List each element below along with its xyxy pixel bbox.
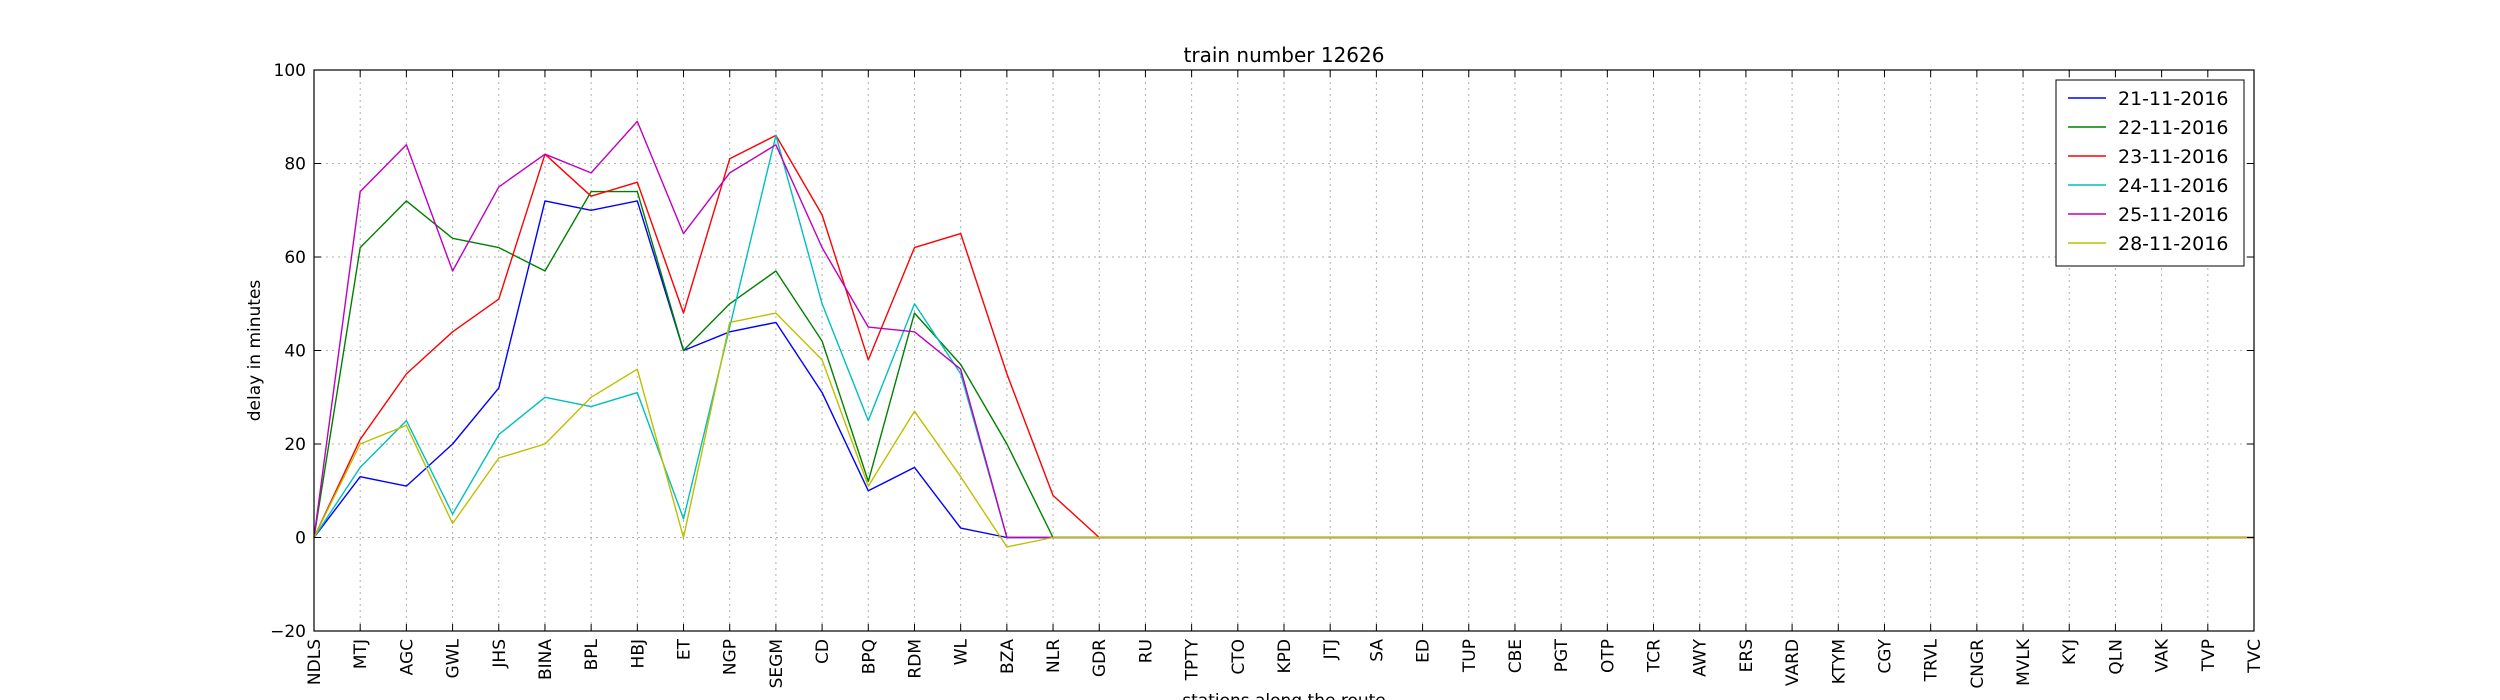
x-tick-label: TRVL — [1922, 638, 1942, 682]
x-tick-label: QLN — [2106, 639, 2126, 675]
x-tick-label: RU — [1136, 639, 1156, 663]
x-tick-label: TPTY — [1183, 638, 1203, 681]
x-tick-label: GWL — [444, 638, 464, 678]
x-tick-label: CBE — [1506, 639, 1526, 673]
x-tick-label: BPQ — [859, 639, 879, 674]
legend-label: 21-11-2016 — [2118, 88, 2228, 110]
x-tick-label: BPL — [582, 638, 602, 670]
x-tick-label: ED — [1414, 639, 1434, 663]
x-tick-label: TUP — [1460, 639, 1480, 673]
y-tick-label: 40 — [284, 342, 306, 362]
x-tick-label: OTP — [1598, 639, 1618, 673]
x-tick-label: TCR — [1645, 639, 1665, 673]
legend-box — [2055, 79, 2245, 267]
x-tick-label: CTO — [1229, 639, 1249, 675]
x-tick-label: GDR — [1090, 639, 1110, 677]
x-tick-label: ET — [675, 638, 695, 660]
x-tick-label: MTJ — [351, 639, 371, 669]
x-tick-label: KPD — [1275, 639, 1295, 674]
x-tick-label: PGT — [1552, 638, 1572, 672]
legend-label: 23-11-2016 — [2118, 146, 2228, 168]
x-tick-label: CGY — [1875, 638, 1895, 673]
x-axis-label: stations along the route — [1182, 691, 1386, 700]
legend: 21-11-2016 22-11-2016 23-11-2016 24-11-2016… — [2055, 79, 2245, 267]
x-tick-label: NGP — [721, 639, 741, 675]
chart-title: train number 12626 — [1184, 43, 1385, 67]
y-axis-label: delay in minutes — [245, 280, 265, 422]
series-line — [313, 312, 2254, 548]
x-tick-label: SA — [1367, 639, 1387, 662]
legend-label: 25-11-2016 — [2118, 204, 2228, 226]
y-tick-label: 0 — [295, 529, 306, 549]
x-tick-label: MVLK — [2014, 638, 2034, 686]
y-tick-label: 60 — [284, 248, 306, 268]
y-tick-label: 80 — [284, 155, 306, 175]
x-tick-label: WL — [952, 638, 972, 665]
x-tick-label: CD — [813, 639, 833, 664]
x-tick-label: VAK — [2153, 638, 2173, 672]
x-tick-label: TVP — [2199, 639, 2219, 672]
x-tick-label: KYJ — [2060, 639, 2080, 665]
x-tick-label: CNGR — [1968, 639, 1988, 689]
y-tick-label: 20 — [284, 435, 306, 455]
x-tick-label: KTYM — [1829, 639, 1849, 684]
x-tick-label: SEGM — [767, 639, 787, 688]
y-tick-label: −20 — [270, 622, 306, 642]
x-tick-label: RDM — [905, 639, 925, 679]
x-tick-label: VARD — [1783, 639, 1803, 686]
x-tick-label: BINA — [536, 639, 556, 680]
legend-label: 24-11-2016 — [2118, 175, 2228, 197]
x-tick-label: TVC — [2245, 639, 2265, 674]
legend-label: 28-11-2016 — [2118, 233, 2228, 255]
series-lines — [313, 120, 2254, 548]
x-tick-label: AWY — [1691, 638, 1711, 677]
legend-label: 22-11-2016 — [2118, 117, 2228, 139]
y-tick-label: 100 — [274, 61, 306, 81]
x-tick-label: AGC — [397, 639, 417, 675]
x-tick-label: HBJ — [628, 639, 648, 668]
x-tick-label: ERS — [1737, 639, 1757, 672]
x-tick-label: JHS — [490, 639, 510, 669]
x-tick-label: NLR — [1044, 639, 1064, 673]
x-tick-label: JTJ — [1321, 639, 1341, 660]
x-tick-label: BZA — [998, 639, 1018, 674]
x-tick-label: NDLS — [305, 639, 325, 685]
axis-ticks: NDLS MTJ AGC GWL JHS BINA BPL HBJ ET NGP SEGM CD BPQ… — [270, 61, 2265, 689]
